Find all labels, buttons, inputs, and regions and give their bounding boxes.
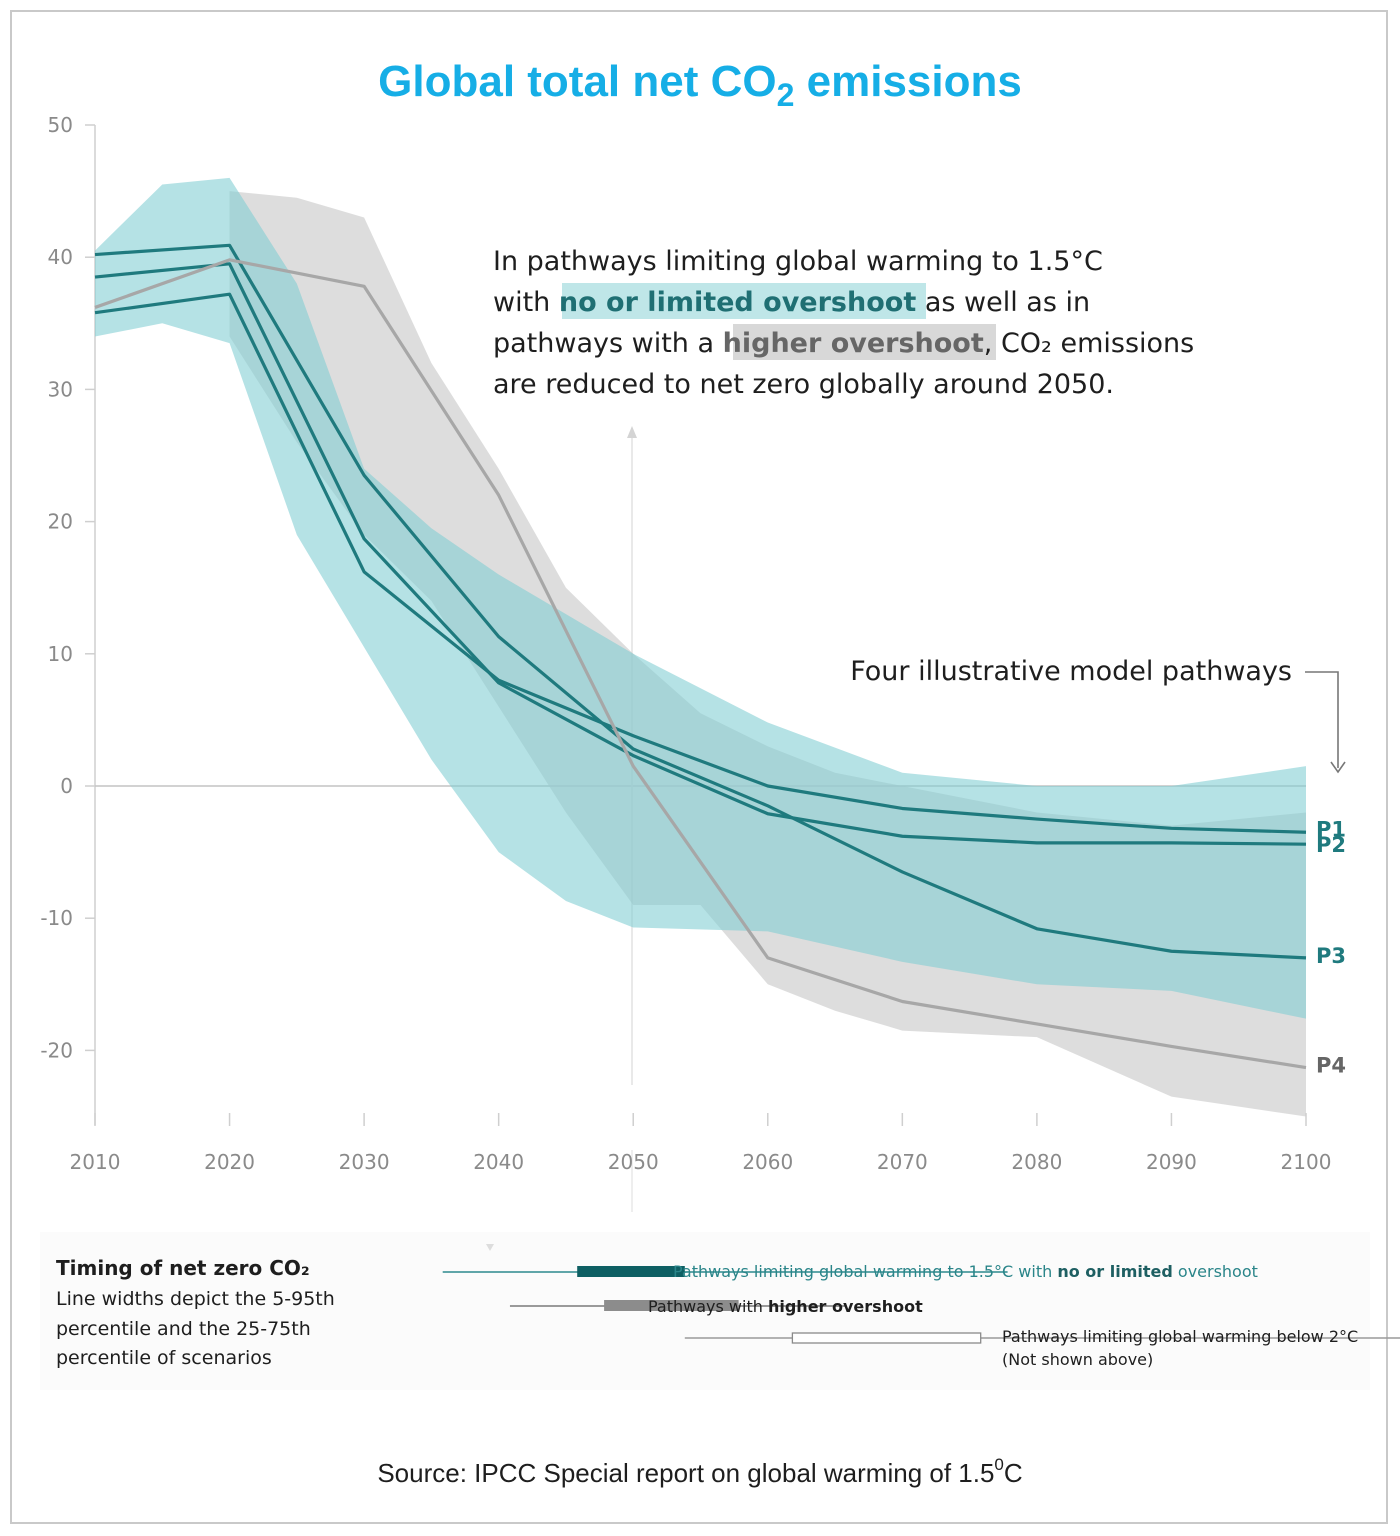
no-overshoot-band (95, 177, 1306, 1019)
pathways-arrow-line (1305, 671, 1339, 768)
illustrative-pathways (94, 243, 1307, 1070)
up-arrow-icon (627, 426, 637, 438)
annotation-line-2: with no or limited overshoot as well as … (493, 287, 1090, 318)
highlight-no-overshoot (562, 283, 926, 319)
y-axis-ticks: 50 40 30 20 10 0 -10 -20 (40, 113, 95, 1062)
down-arrow-icon (1330, 761, 1346, 774)
series-label-p2: P2 (1316, 833, 1346, 857)
x-tick-label: 2040 (473, 1150, 524, 1174)
series-line-p3 (94, 243, 1307, 960)
figure-frame (10, 10, 1388, 1524)
legend-row-3-note: (Not shown above) (1002, 1350, 1153, 1369)
legend-higher-overshoot-box (604, 1300, 739, 1311)
legend-no-overshoot-box (577, 1266, 685, 1277)
y-tick-label: 20 (48, 510, 73, 534)
y-tick-label: 40 (48, 245, 73, 269)
no-overshoot-range (95, 177, 1306, 1019)
y-tick-label: -10 (40, 906, 73, 930)
x-tick-label: 2030 (339, 1150, 390, 1174)
series-line-p2 (94, 262, 1307, 846)
y-tick-label: -20 (40, 1038, 73, 1062)
legend-row-1-label: Pathways limiting global warming to 1.5°… (673, 1262, 1258, 1281)
legend-desc-2: percentile and the 25-75th (56, 1318, 311, 1340)
y-tick-label: 10 (48, 642, 73, 666)
legend-title: Timing of net zero CO₂ (56, 1256, 310, 1280)
annotation-line-3: pathways with a higher overshoot, CO₂ em… (493, 328, 1194, 359)
legend-desc-1: Line widths depict the 5-95th (56, 1288, 335, 1310)
x-tick-label: 2100 (1281, 1150, 1332, 1174)
legend-below-2c-box (791, 1332, 982, 1344)
x-tick-label: 2070 (877, 1150, 928, 1174)
annotation-line-1: In pathways limiting global warming to 1… (493, 246, 1103, 277)
legend-ranges (442, 1266, 1400, 1344)
x-tick-label: 2010 (70, 1150, 121, 1174)
legend-desc-3: percentile of scenarios (56, 1347, 272, 1369)
y-tick-label: 50 (48, 113, 73, 137)
x-tick-label: 2060 (742, 1150, 793, 1174)
chart-title: Global total net CO2 emissions (378, 57, 1022, 113)
legend-row-2-label: Pathways with higher overshoot (648, 1297, 923, 1316)
highlight-higher-overshoot (733, 324, 996, 360)
series-line-p1 (94, 292, 1307, 834)
annotation-line-4: are reduced to net zero globally around … (493, 369, 1114, 400)
y-tick-label: 0 (60, 774, 73, 798)
series-label-p4: P4 (1316, 1054, 1346, 1078)
x-tick-label: 2090 (1146, 1150, 1197, 1174)
x-tick-label: 2080 (1011, 1150, 1062, 1174)
series-label-p1: P1 (1316, 817, 1346, 841)
legend-row-3-label: Pathways limiting global warming below 2… (1002, 1327, 1358, 1346)
series-label-p3: P3 (1316, 944, 1346, 968)
x-tick-label: 2050 (608, 1150, 659, 1174)
series-line-p4 (94, 258, 1307, 1070)
x-tick-label: 2020 (204, 1150, 255, 1174)
x-axis-ticks: 2010 2020 2030 2040 2050 2060 2070 2080 2090 2100 (70, 1113, 1332, 1174)
y-tick-label: 30 (48, 377, 73, 401)
legend-down-marker-icon (486, 1244, 494, 1251)
pathways-label: Four illustrative model pathways (850, 656, 1292, 687)
source-note: Source: IPCC Special report on global wa… (377, 1455, 1022, 1488)
annotation: In pathways limiting global warming to 1… (493, 246, 1194, 400)
